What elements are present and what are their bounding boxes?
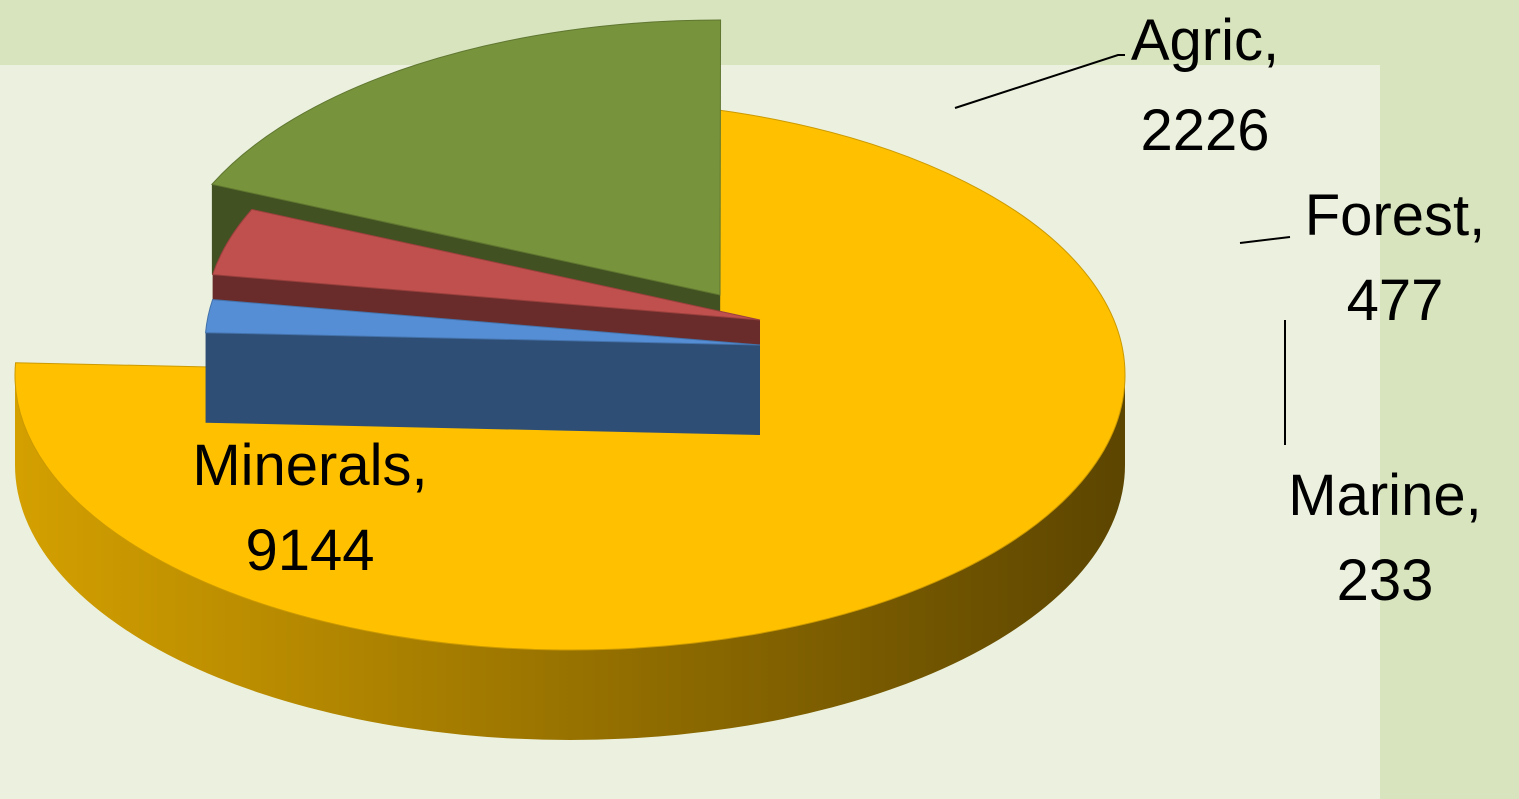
- slice-agric-top: [210, 19, 722, 296]
- data-label-marine-value: 233: [1337, 548, 1434, 613]
- slice-minerals-rim: [15, 375, 1125, 740]
- data-label-marine-category: Marine,: [1288, 463, 1481, 528]
- leader-line-agric: [954, 54, 1125, 109]
- slice-marine-start-wall: [205, 332, 761, 435]
- data-label-minerals-value: 9144: [245, 518, 374, 583]
- slice-layer: [14, 19, 1126, 740]
- slice-minerals-top: [14, 99, 1126, 651]
- leader-line-forest: [1239, 236, 1291, 244]
- slice-forest-top: [211, 208, 761, 321]
- data-label-agric-value: 2226: [1140, 98, 1269, 163]
- data-label-layer: Minerals, 9144 Marine, 233 Forest, 477 Agric, 2…: [192, 8, 1485, 613]
- data-label-forest-value: 477: [1347, 268, 1444, 333]
- slice-marine: [205, 299, 761, 435]
- leader-line-layer: [954, 54, 1291, 445]
- data-label-forest-category: Forest,: [1305, 183, 1486, 248]
- data-label-agric-category: Agric,: [1131, 8, 1279, 73]
- data-label-minerals-category: Minerals,: [192, 433, 427, 498]
- slice-marine-top: [205, 299, 761, 346]
